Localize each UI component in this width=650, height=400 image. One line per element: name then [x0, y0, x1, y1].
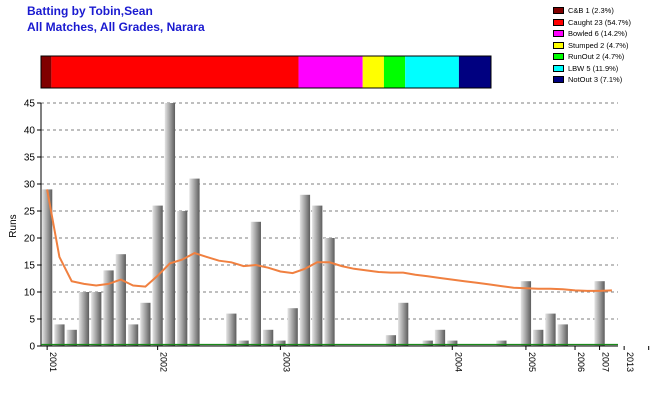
bar	[398, 302, 409, 346]
dismissal-bar-frame	[40, 55, 492, 89]
x-tick-label: 2002	[159, 352, 169, 372]
y-tick-label: 0	[29, 342, 35, 353]
bar	[385, 335, 397, 346]
chart-title: Batting by Tobin,Sean	[27, 4, 153, 18]
x-tick-label: 2005	[527, 352, 537, 372]
legend-swatch	[553, 41, 564, 49]
bar	[496, 340, 507, 346]
x-tick-label: 2007	[601, 352, 611, 372]
bar	[422, 340, 433, 346]
bar	[140, 302, 151, 346]
average-line-path	[46, 189, 612, 292]
bar	[287, 308, 298, 346]
legend-label: LBW 5 (11.9%)	[568, 63, 619, 73]
bar	[262, 329, 274, 346]
axes: 0 5 10 15 20 25 30 35 40 45 2001 2002 2003 2004 2005 20…	[24, 99, 650, 373]
bar	[324, 238, 335, 346]
bar	[312, 205, 323, 346]
chart-subtitle: All Matches, All Grades, Narara	[27, 20, 205, 34]
bar	[78, 292, 90, 346]
bar	[533, 329, 544, 346]
bar	[42, 189, 53, 346]
bar	[177, 211, 188, 346]
x-tick-label: 2004	[453, 352, 463, 372]
dismissal-segment	[298, 56, 363, 88]
legend-item: NotOut 3 (7.1%)	[553, 74, 648, 86]
bar	[434, 329, 446, 346]
bar	[299, 194, 311, 346]
bar	[103, 270, 114, 346]
dismissal-legend: C&B 1 (2.3%) Caught 23 (54.7%) Bowled 6 (1…	[553, 5, 648, 86]
legend-label: Bowled 6 (14.2%)	[568, 29, 628, 39]
legend-item: Caught 23 (54.7%)	[553, 17, 648, 29]
bar	[66, 329, 77, 346]
legend-item: C&B 1 (2.3%)	[553, 5, 648, 17]
dismissal-segment	[51, 56, 299, 88]
dismissal-segment	[383, 56, 406, 88]
legend-item: RunOut 2 (4.7%)	[553, 51, 648, 63]
dismissal-segment	[405, 56, 459, 88]
bar	[91, 292, 102, 346]
legend-label: Stumped 2 (4.7%)	[568, 40, 629, 50]
legend-swatch	[553, 64, 564, 72]
legend-swatch	[553, 7, 564, 15]
legend-item: Stumped 2 (4.7%)	[553, 40, 648, 52]
bar	[238, 340, 249, 346]
y-tick-label: 5	[29, 315, 35, 326]
dismissal-segment	[362, 56, 384, 88]
bar	[557, 324, 568, 346]
x-tick-label: 2003	[281, 352, 291, 372]
bar	[520, 281, 532, 346]
dismissal-bar	[40, 55, 492, 89]
bar	[545, 313, 556, 346]
y-tick-label: 30	[24, 180, 36, 191]
y-tick-label: 35	[24, 153, 36, 164]
legend-swatch	[553, 53, 564, 61]
bar	[115, 254, 126, 346]
bar	[189, 178, 200, 346]
bar	[594, 281, 605, 346]
y-tick-label: 45	[24, 99, 36, 110]
bar	[164, 103, 176, 346]
bar	[127, 324, 139, 346]
y-tick-label: 15	[24, 261, 36, 272]
dismissal-segment	[458, 56, 491, 88]
legend-item: LBW 5 (11.9%)	[553, 63, 648, 75]
bar	[447, 340, 458, 346]
legend-swatch	[553, 30, 564, 38]
average-line	[46, 189, 612, 292]
legend-label: Caught 23 (54.7%)	[568, 17, 631, 27]
bar	[250, 221, 261, 346]
dismissal-segment	[41, 56, 52, 88]
legend-swatch	[553, 18, 564, 26]
legend-label: NotOut 3 (7.1%)	[568, 75, 623, 85]
y-axis-label: Runs	[8, 214, 19, 237]
y-tick-label: 25	[24, 207, 36, 218]
bar	[275, 340, 286, 346]
x-tick-label: 2006	[576, 352, 586, 372]
legend-item: Bowled 6 (14.2%)	[553, 28, 648, 40]
x-tick-label: 2013	[625, 352, 635, 372]
y-tick-label: 40	[24, 126, 36, 137]
y-tick-label: 20	[24, 234, 36, 245]
legend-swatch	[553, 76, 564, 84]
bar	[226, 313, 237, 346]
y-tick-label: 10	[24, 288, 36, 299]
legend-label: RunOut 2 (4.7%)	[568, 52, 625, 62]
bars	[42, 103, 605, 346]
bar	[54, 324, 65, 346]
x-tick-label: 2001	[48, 352, 58, 372]
legend-label: C&B 1 (2.3%)	[568, 6, 614, 16]
